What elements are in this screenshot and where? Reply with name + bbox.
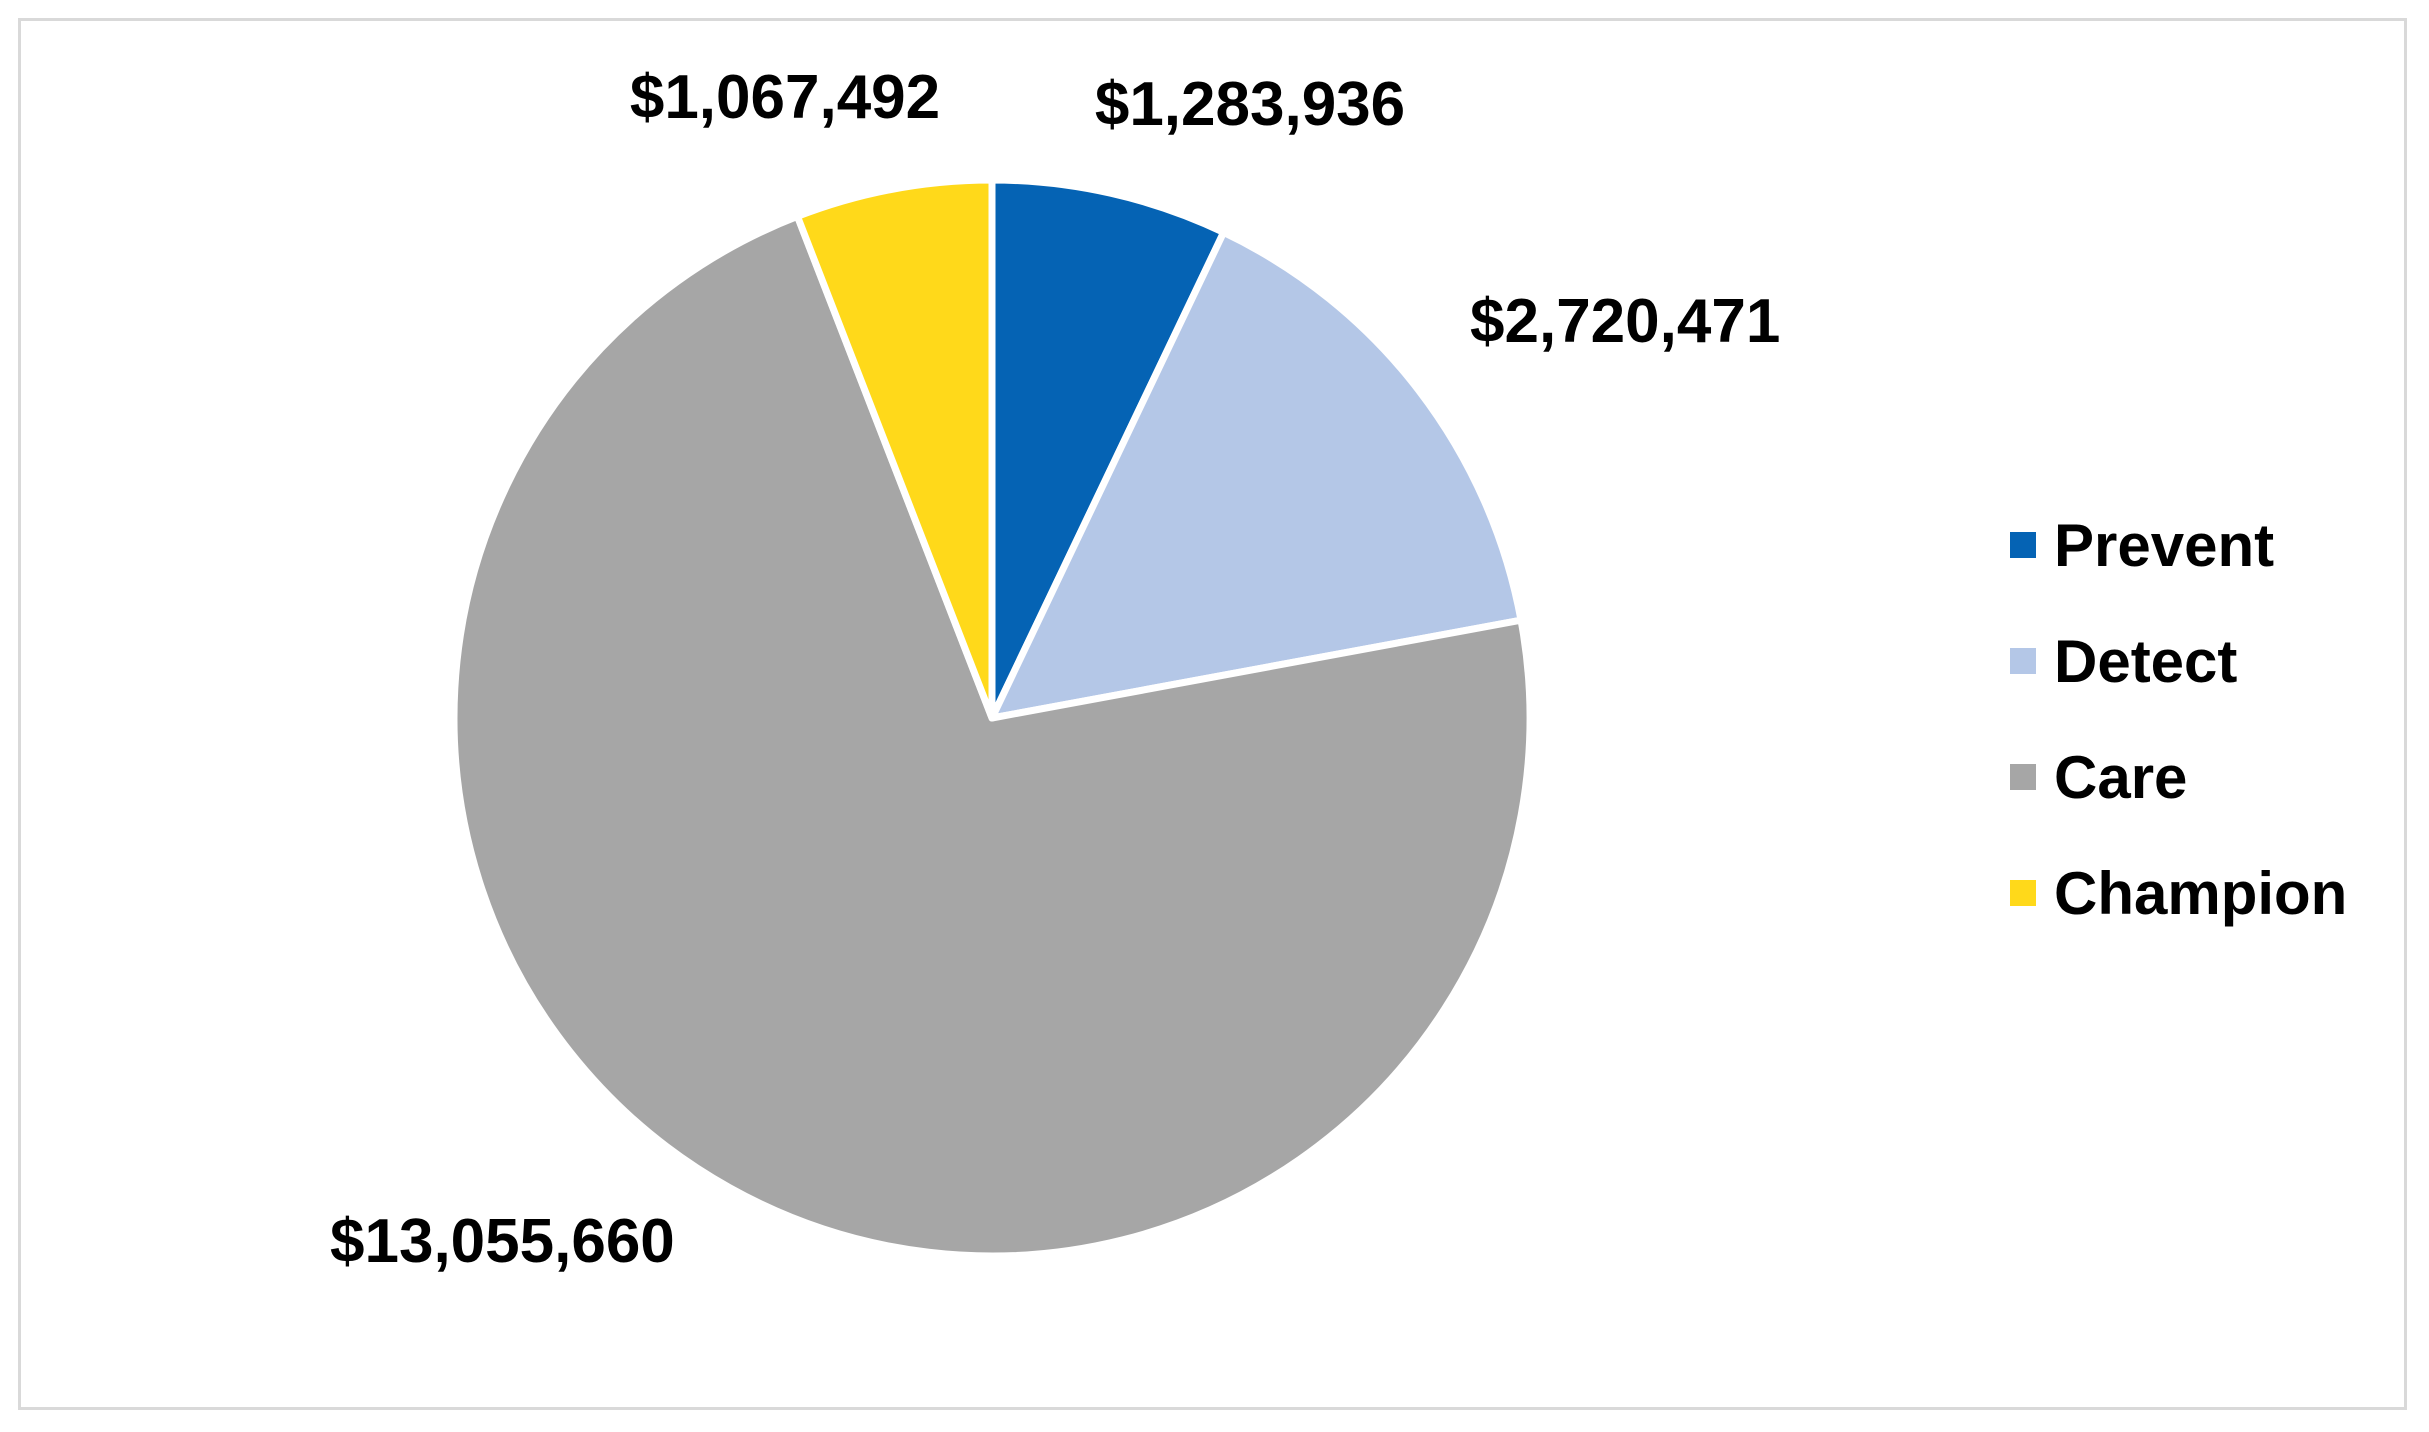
legend-swatch-prevent: [2010, 532, 2036, 558]
pie-slice-champion: [793, 176, 996, 722]
data-labels: $1,283,936 $2,720,471 $13,055,660 $1,067,49…: [330, 63, 1780, 1276]
legend-swatch-care: [2010, 764, 2036, 790]
legend: Prevent Detect Care Champion: [2010, 512, 2347, 927]
data-label-care: $13,055,660: [330, 1207, 675, 1276]
pie-slice-care: [450, 212, 1534, 1260]
pie-slice-prevent: [988, 176, 1228, 722]
pie-slice-detect: [988, 228, 1525, 722]
data-label-prevent: $1,283,936: [1095, 70, 1405, 139]
legend-label-prevent: Prevent: [2054, 512, 2274, 579]
legend-swatch-champion: [2010, 880, 2036, 906]
legend-label-care: Care: [2054, 744, 2187, 811]
legend-label-champion: Champion: [2054, 860, 2347, 927]
legend-swatch-detect: [2010, 648, 2036, 674]
legend-label-detect: Detect: [2054, 628, 2237, 695]
pie-slices: [450, 176, 1534, 1260]
data-label-champion: $1,067,492: [630, 63, 940, 132]
data-label-detect: $2,720,471: [1470, 287, 1780, 356]
